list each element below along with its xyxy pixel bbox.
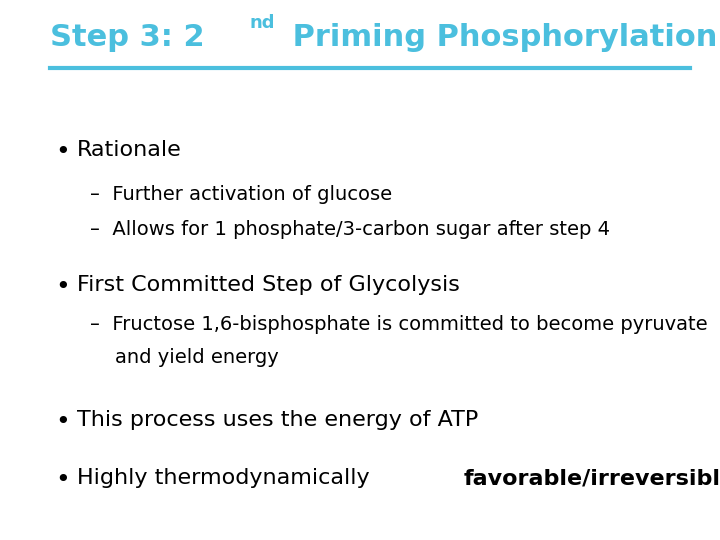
Text: –  Further activation of glucose: – Further activation of glucose: [90, 185, 392, 204]
Text: –  Fructose 1,6-bisphosphate is committed to become pyruvate: – Fructose 1,6-bisphosphate is committed…: [90, 315, 708, 334]
Text: and yield energy: and yield energy: [90, 348, 279, 367]
Text: •: •: [55, 275, 70, 299]
Text: Highly thermodynamically: Highly thermodynamically: [77, 468, 377, 488]
Text: Rationale: Rationale: [77, 140, 181, 160]
Text: This process uses the energy of ATP: This process uses the energy of ATP: [77, 410, 478, 430]
Text: First Committed Step of Glycolysis: First Committed Step of Glycolysis: [77, 275, 460, 295]
Text: –  Allows for 1 phosphate/3-carbon sugar after step 4: – Allows for 1 phosphate/3-carbon sugar …: [90, 220, 610, 239]
Text: •: •: [55, 468, 70, 492]
Text: nd: nd: [250, 14, 275, 32]
Text: Step 3: 2: Step 3: 2: [50, 24, 204, 52]
Text: favorable/irreversible: favorable/irreversible: [464, 468, 720, 488]
Text: •: •: [55, 410, 70, 434]
Text: •: •: [55, 140, 70, 164]
Text: Priming Phosphorylation: Priming Phosphorylation: [282, 24, 718, 52]
